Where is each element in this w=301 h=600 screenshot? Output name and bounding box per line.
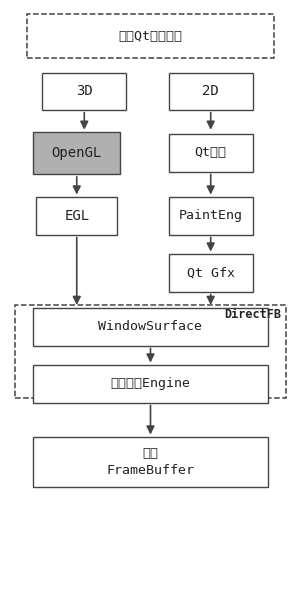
Text: PaintEng: PaintEng — [179, 209, 243, 223]
Text: EGL: EGL — [64, 209, 89, 223]
Text: 窗口混合Engine: 窗口混合Engine — [110, 377, 191, 391]
FancyBboxPatch shape — [33, 132, 120, 174]
Text: 显示
FrameBuffer: 显示 FrameBuffer — [107, 447, 194, 477]
Text: Qt控件: Qt控件 — [195, 146, 227, 160]
FancyBboxPatch shape — [33, 437, 268, 487]
FancyBboxPatch shape — [33, 365, 268, 403]
FancyBboxPatch shape — [15, 305, 286, 398]
FancyBboxPatch shape — [42, 73, 126, 110]
Text: 2D: 2D — [202, 84, 219, 98]
FancyBboxPatch shape — [169, 73, 253, 110]
Text: OpenGL: OpenGL — [52, 146, 102, 160]
Text: 多个Qt应用程序: 多个Qt应用程序 — [119, 29, 182, 43]
FancyBboxPatch shape — [36, 197, 117, 235]
FancyBboxPatch shape — [169, 197, 253, 235]
Text: DirectFB: DirectFB — [225, 308, 281, 321]
Text: WindowSurface: WindowSurface — [98, 320, 203, 334]
FancyBboxPatch shape — [33, 308, 268, 346]
FancyBboxPatch shape — [27, 14, 274, 58]
Text: Qt Gfx: Qt Gfx — [187, 266, 235, 280]
Text: 3D: 3D — [76, 84, 93, 98]
FancyBboxPatch shape — [169, 134, 253, 172]
FancyBboxPatch shape — [169, 254, 253, 292]
